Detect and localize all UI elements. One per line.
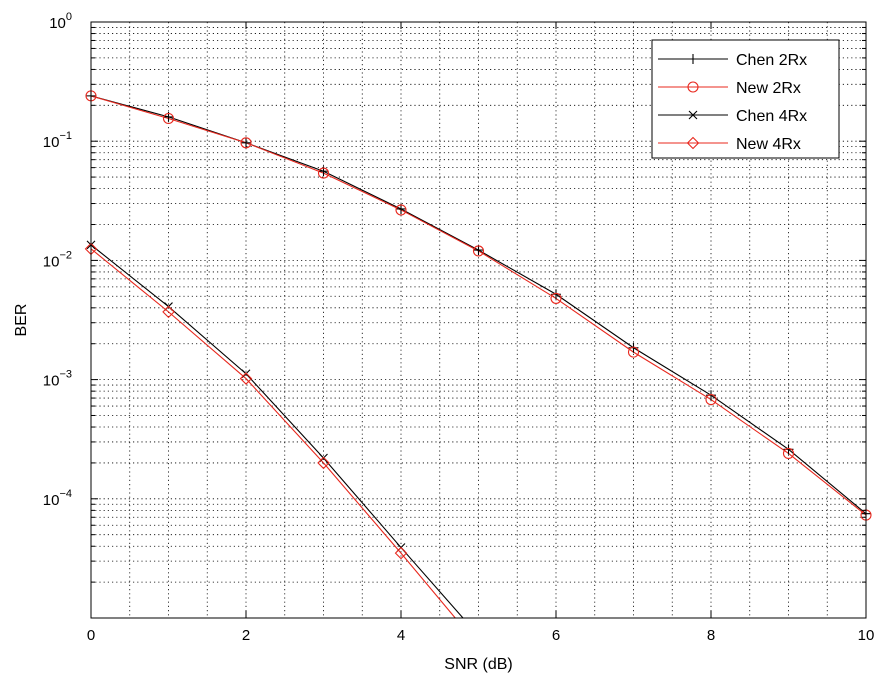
y-axis-label: BER: [13, 304, 30, 337]
legend-label: New 2Rx: [736, 80, 801, 97]
x-tick-label: 10: [858, 627, 875, 644]
legend-label: New 4Rx: [736, 136, 801, 153]
legend-label: Chen 2Rx: [736, 52, 807, 69]
y-tick-label: 10−4: [43, 488, 72, 509]
x-tick-label: 0: [87, 627, 95, 644]
x-axis-label: SNR (dB): [444, 656, 512, 673]
y-tick-label: 100: [49, 11, 72, 32]
x-tick-label: 4: [397, 627, 405, 644]
plus-marker: [706, 390, 716, 400]
legend-label: Chen 4Rx: [736, 108, 807, 125]
y-tick-label: 10−2: [43, 249, 72, 270]
series-line-2: [91, 245, 463, 618]
x-tick-label: 8: [707, 627, 715, 644]
y-tick-label: 10−1: [43, 130, 72, 151]
series-line-1: [91, 96, 866, 515]
x-tick-label: 2: [242, 627, 250, 644]
legend: Chen 2Rx New 2Rx Chen 4Rx New 4Rx: [652, 40, 839, 158]
x-tick-label: 6: [552, 627, 560, 644]
plus-marker: [629, 343, 639, 353]
y-tick-label: 10−3: [43, 369, 72, 390]
